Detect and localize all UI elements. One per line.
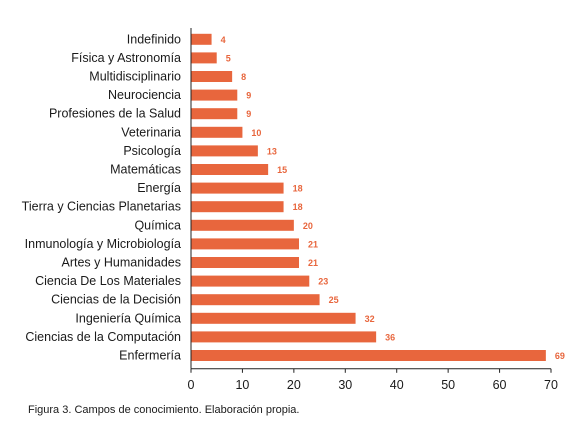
x-tick-label: 0 (188, 378, 195, 392)
bar (191, 201, 284, 213)
bar (191, 145, 258, 157)
value-label: 15 (277, 165, 287, 175)
bar (191, 182, 284, 194)
bar (191, 89, 238, 101)
value-label: 5 (226, 53, 231, 63)
value-label: 4 (221, 35, 226, 45)
value-label: 36 (385, 332, 395, 342)
x-tick-label: 20 (287, 378, 301, 392)
category-label: Ingeniería Química (75, 311, 181, 325)
value-label: 8 (241, 72, 246, 82)
value-label: 21 (308, 239, 318, 249)
value-label: 23 (318, 277, 328, 287)
x-tick-label: 70 (544, 378, 558, 392)
bar (191, 350, 546, 361)
bar (191, 331, 377, 343)
x-tick-label: 10 (235, 378, 249, 392)
category-label: Energía (137, 181, 181, 195)
bar (191, 275, 310, 287)
value-label: 69 (555, 351, 565, 361)
category-label: Ciencias de la Computación (25, 330, 181, 344)
category-label: Psicología (123, 144, 181, 158)
x-ticks: 0 10 20 30 40 50 60 70 (188, 368, 558, 392)
x-tick-label: 40 (390, 378, 404, 392)
bar (191, 257, 299, 268)
value-label: 18 (293, 184, 303, 194)
bar (191, 294, 320, 306)
value-label: 13 (267, 146, 277, 156)
value-label: 21 (308, 258, 318, 268)
category-label: Física y Astronomía (71, 51, 181, 65)
category-label: Indefinido (127, 32, 181, 46)
category-label: Veterinaria (121, 125, 181, 139)
bar (191, 126, 243, 138)
category-label: Tierra y Ciencias Planetarias (22, 200, 181, 214)
category-label: Inmunología y Microbiología (25, 237, 181, 251)
x-tick-label: 30 (338, 378, 352, 392)
bar (191, 164, 269, 175)
bar (191, 71, 233, 82)
bar (191, 52, 217, 64)
value-label: 9 (246, 91, 251, 101)
figure-caption: Figura 3. Campos de conocimiento. Elabor… (28, 404, 300, 416)
value-label: 10 (251, 128, 261, 138)
value-label: 32 (365, 314, 375, 324)
value-label: 20 (303, 221, 313, 231)
x-tick-label: 50 (441, 378, 455, 392)
bar (191, 219, 294, 231)
category-label: Artes y Humanidades (61, 256, 181, 270)
category-label: Enfermería (119, 349, 181, 363)
bar (191, 312, 356, 324)
category-label: Química (134, 218, 181, 232)
value-label: 25 (329, 295, 339, 305)
category-label: Ciencias de la Decisión (51, 293, 181, 307)
category-label: Matemáticas (110, 163, 181, 177)
value-label: 18 (293, 202, 303, 212)
category-label: Profesiones de la Salud (49, 107, 181, 121)
category-label: Neurociencia (108, 88, 181, 102)
value-label: 9 (246, 109, 251, 119)
bars-layer: Indefinido 4 Física y Astronomía 5 Multidisc… (22, 32, 565, 362)
x-tick-label: 60 (493, 378, 507, 392)
category-label: Ciencia De Los Materiales (35, 274, 181, 288)
bar (191, 238, 299, 250)
category-label: Multidisciplinario (89, 70, 181, 84)
bar (191, 33, 212, 45)
bar-chart: Indefinido 4 Física y Astronomía 5 Multidisc… (22, 28, 565, 392)
bar (191, 108, 238, 120)
